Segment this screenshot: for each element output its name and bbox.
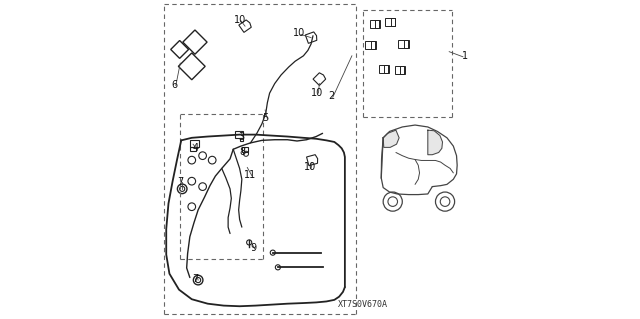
Bar (191, 147, 196, 151)
Bar (190, 140, 200, 147)
Text: 10: 10 (234, 15, 246, 25)
Bar (236, 131, 243, 138)
Bar (371, 41, 375, 49)
Text: 11: 11 (244, 170, 257, 180)
Text: 9: 9 (250, 243, 256, 253)
Text: 10: 10 (303, 162, 316, 173)
Bar (365, 41, 376, 49)
Text: 4: 4 (193, 143, 198, 153)
Polygon shape (383, 130, 399, 147)
Text: 8: 8 (240, 147, 246, 158)
Text: 1: 1 (462, 51, 468, 61)
Text: 7: 7 (177, 177, 184, 187)
Bar (376, 20, 380, 28)
Text: 3: 3 (239, 132, 245, 142)
Polygon shape (428, 130, 442, 155)
Bar (404, 40, 408, 48)
Text: 6: 6 (171, 79, 177, 90)
Bar (242, 147, 248, 152)
Bar (399, 40, 409, 48)
Bar (400, 66, 404, 74)
Text: 2: 2 (328, 91, 334, 101)
Bar (379, 65, 389, 73)
Text: 10: 10 (293, 28, 305, 39)
Text: 10: 10 (310, 87, 323, 98)
Bar (239, 138, 243, 141)
Bar (384, 65, 388, 73)
Text: 7: 7 (193, 274, 198, 284)
Bar (385, 18, 396, 26)
Bar (370, 20, 380, 28)
Text: XT7S0V670A: XT7S0V670A (337, 300, 388, 309)
Bar (390, 18, 395, 26)
Bar (395, 66, 405, 74)
Text: 5: 5 (262, 113, 269, 123)
